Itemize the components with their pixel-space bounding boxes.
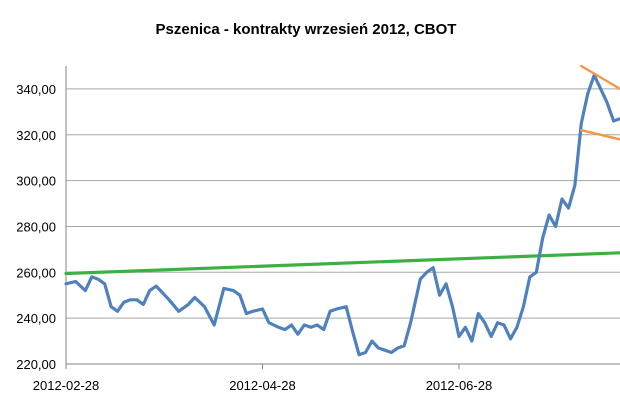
y-tick-label: 220,00 bbox=[16, 357, 56, 372]
x-tick-label: 2012-04-28 bbox=[229, 378, 296, 393]
x-tick-label: 2012-06-28 bbox=[426, 378, 493, 393]
y-tick-label: 320,00 bbox=[16, 128, 56, 143]
channel-upper-line bbox=[580, 64, 620, 91]
channel-lower-line bbox=[580, 128, 620, 141]
x-tick-label: 2012-02-28 bbox=[33, 378, 100, 393]
y-tick-labels: 220,00 240,00 260,00 280,00 300,00 320,00 340,… bbox=[16, 82, 56, 372]
series-layer bbox=[64, 64, 620, 357]
y-tick-label: 280,00 bbox=[16, 219, 56, 234]
x-tick-labels: 2012-02-28 2012-04-28 2012-06-28 bbox=[33, 378, 492, 393]
axes bbox=[65, 66, 620, 369]
gridlines bbox=[66, 88, 620, 319]
trend-line bbox=[64, 251, 620, 276]
y-tick-label: 260,00 bbox=[16, 265, 56, 280]
y-tick-label: 300,00 bbox=[16, 174, 56, 189]
price-line bbox=[64, 73, 620, 357]
chart-title: Pszenica - kontrakty wrzesień 2012, CBOT bbox=[156, 21, 457, 38]
y-tick-label: 340,00 bbox=[16, 82, 56, 97]
y-tick-label: 240,00 bbox=[16, 311, 56, 326]
